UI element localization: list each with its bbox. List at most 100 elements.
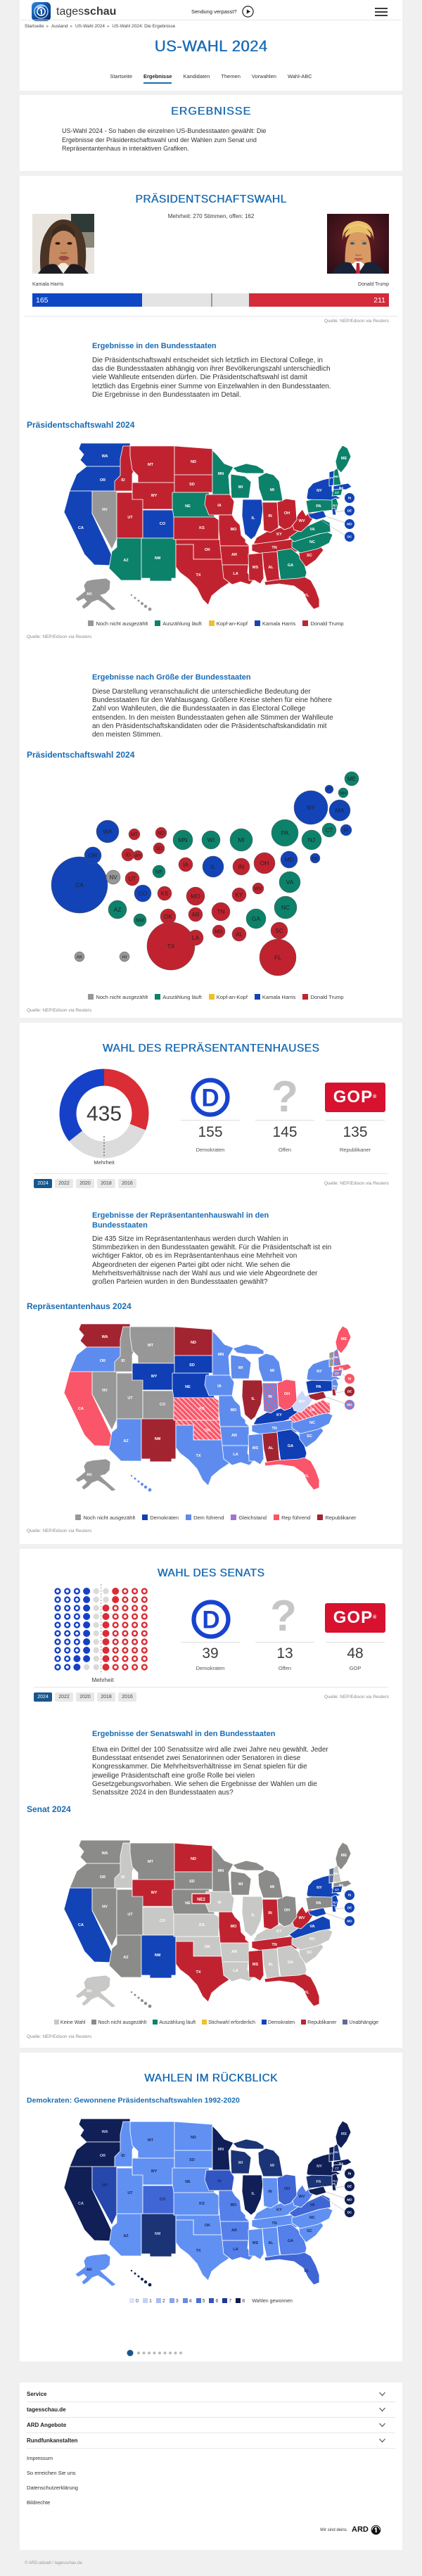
svg-text:MO: MO bbox=[191, 893, 200, 900]
svg-text:KY: KY bbox=[276, 1930, 282, 1934]
svg-text:ID: ID bbox=[125, 852, 131, 858]
svg-text:CT: CT bbox=[335, 1888, 339, 1892]
svg-text:KY: KY bbox=[276, 1413, 282, 1417]
svg-text:TN: TN bbox=[271, 1943, 276, 1947]
svg-text:CA: CA bbox=[78, 1407, 84, 1411]
svg-text:IL: IL bbox=[210, 863, 215, 870]
svg-text:CA: CA bbox=[78, 1923, 84, 1927]
svg-text:NH: NH bbox=[334, 1356, 338, 1359]
svg-text:ME: ME bbox=[341, 1337, 347, 1341]
svg-text:VT: VT bbox=[329, 2152, 333, 2155]
svg-text:WI: WI bbox=[238, 485, 243, 490]
svg-text:AK: AK bbox=[87, 1473, 92, 1477]
svg-text:NC: NC bbox=[309, 1421, 315, 1425]
svg-text:AL: AL bbox=[268, 1446, 274, 1450]
svg-text:MN: MN bbox=[218, 2148, 224, 2152]
svg-text:AK: AK bbox=[77, 955, 83, 959]
svg-text:VT: VT bbox=[329, 476, 333, 480]
svg-text:SC: SC bbox=[275, 927, 283, 934]
svg-text:ND: ND bbox=[191, 1857, 196, 1861]
svg-text:OR: OR bbox=[100, 1875, 106, 1880]
svg-text:MN: MN bbox=[218, 1869, 224, 1873]
svg-text:MS: MS bbox=[252, 2241, 259, 2245]
svg-text:UT: UT bbox=[127, 2191, 133, 2195]
svg-text:MI: MI bbox=[270, 1369, 275, 1373]
svg-text:MT: MT bbox=[131, 832, 139, 837]
svg-text:KS: KS bbox=[199, 526, 205, 530]
svg-text:MS: MS bbox=[252, 1963, 259, 1967]
svg-text:KY: KY bbox=[236, 892, 243, 898]
svg-text:AZ: AZ bbox=[123, 1956, 129, 1960]
svg-text:TX: TX bbox=[167, 943, 175, 950]
svg-text:WV: WV bbox=[299, 1916, 305, 1920]
svg-text:IN: IN bbox=[268, 2190, 272, 2194]
svg-text:IL: IL bbox=[252, 1913, 256, 1918]
svg-text:NC: NC bbox=[309, 1937, 315, 1941]
svg-text:MN: MN bbox=[178, 836, 187, 843]
svg-text:NH: NH bbox=[334, 475, 338, 478]
svg-text:MD: MD bbox=[284, 856, 293, 863]
svg-text:WV: WV bbox=[254, 886, 262, 891]
svg-text:WY: WY bbox=[151, 2169, 158, 2174]
svg-text:IA: IA bbox=[183, 862, 188, 868]
svg-text:AR: AR bbox=[231, 1434, 237, 1438]
svg-text:AR: AR bbox=[191, 912, 199, 918]
svg-text:IL: IL bbox=[252, 1397, 256, 1401]
svg-text:DE: DE bbox=[312, 856, 319, 861]
svg-text:GA: GA bbox=[252, 915, 261, 922]
svg-text:TN: TN bbox=[271, 546, 276, 550]
svg-text:TX: TX bbox=[196, 573, 200, 578]
svg-text:FL: FL bbox=[305, 1474, 309, 1479]
svg-text:NH: NH bbox=[334, 1872, 338, 1875]
svg-text:SD: SD bbox=[189, 1880, 195, 1884]
svg-text:MN: MN bbox=[218, 1353, 224, 1357]
svg-text:NM: NM bbox=[155, 556, 161, 561]
svg-text:IA: IA bbox=[217, 1384, 222, 1389]
svg-text:DE: DE bbox=[347, 1390, 352, 1394]
svg-text:AK: AK bbox=[87, 592, 92, 597]
svg-text:WY: WY bbox=[151, 1375, 158, 1379]
svg-text:KS: KS bbox=[199, 1923, 205, 1927]
svg-text:NJ: NJ bbox=[308, 836, 315, 843]
svg-text:CO: CO bbox=[160, 1403, 166, 1407]
svg-text:NY: NY bbox=[307, 804, 315, 811]
svg-text:AK: AK bbox=[87, 1989, 92, 1994]
svg-text:NJ: NJ bbox=[333, 504, 337, 507]
svg-text:LA: LA bbox=[233, 1453, 238, 1457]
svg-text:AL: AL bbox=[268, 2241, 274, 2245]
svg-text:NM: NM bbox=[155, 1953, 161, 1958]
svg-text:MA: MA bbox=[339, 486, 344, 490]
svg-text:DE: DE bbox=[347, 1906, 352, 1910]
svg-text:DC: DC bbox=[347, 2211, 352, 2214]
svg-text:OH: OH bbox=[284, 2187, 290, 2191]
svg-text:MS: MS bbox=[252, 566, 259, 570]
svg-text:KS: KS bbox=[199, 1407, 205, 1411]
svg-text:WY: WY bbox=[151, 1891, 158, 1895]
svg-text:MI: MI bbox=[238, 836, 244, 843]
svg-text:ND: ND bbox=[191, 1341, 196, 1345]
svg-text:MI: MI bbox=[270, 488, 275, 492]
svg-text:TN: TN bbox=[271, 1427, 276, 1431]
svg-text:WI: WI bbox=[238, 2161, 243, 2165]
svg-text:AZ: AZ bbox=[123, 2234, 129, 2238]
svg-text:TX: TX bbox=[196, 2249, 200, 2253]
svg-text:TX: TX bbox=[196, 1970, 200, 1975]
svg-text:AL: AL bbox=[268, 566, 274, 570]
svg-text:OK: OK bbox=[205, 1945, 210, 1949]
svg-text:ID: ID bbox=[121, 1359, 125, 1363]
svg-text:WV: WV bbox=[299, 1400, 305, 1404]
svg-text:NH: NH bbox=[340, 791, 347, 796]
svg-text:SD: SD bbox=[155, 846, 162, 851]
svg-text:CO: CO bbox=[160, 2198, 166, 2202]
svg-text:LA: LA bbox=[233, 1969, 238, 1973]
svg-text:WY: WY bbox=[151, 494, 158, 498]
svg-text:SC: SC bbox=[307, 554, 312, 558]
svg-text:MO: MO bbox=[231, 528, 238, 532]
svg-text:VA: VA bbox=[309, 2203, 314, 2207]
svg-text:ID: ID bbox=[121, 478, 125, 483]
svg-text:NH: NH bbox=[334, 2150, 338, 2154]
svg-text:AR: AR bbox=[231, 553, 237, 557]
svg-text:MO: MO bbox=[231, 2203, 238, 2207]
svg-text:KY: KY bbox=[276, 2208, 282, 2212]
svg-text:OK: OK bbox=[205, 2224, 210, 2228]
